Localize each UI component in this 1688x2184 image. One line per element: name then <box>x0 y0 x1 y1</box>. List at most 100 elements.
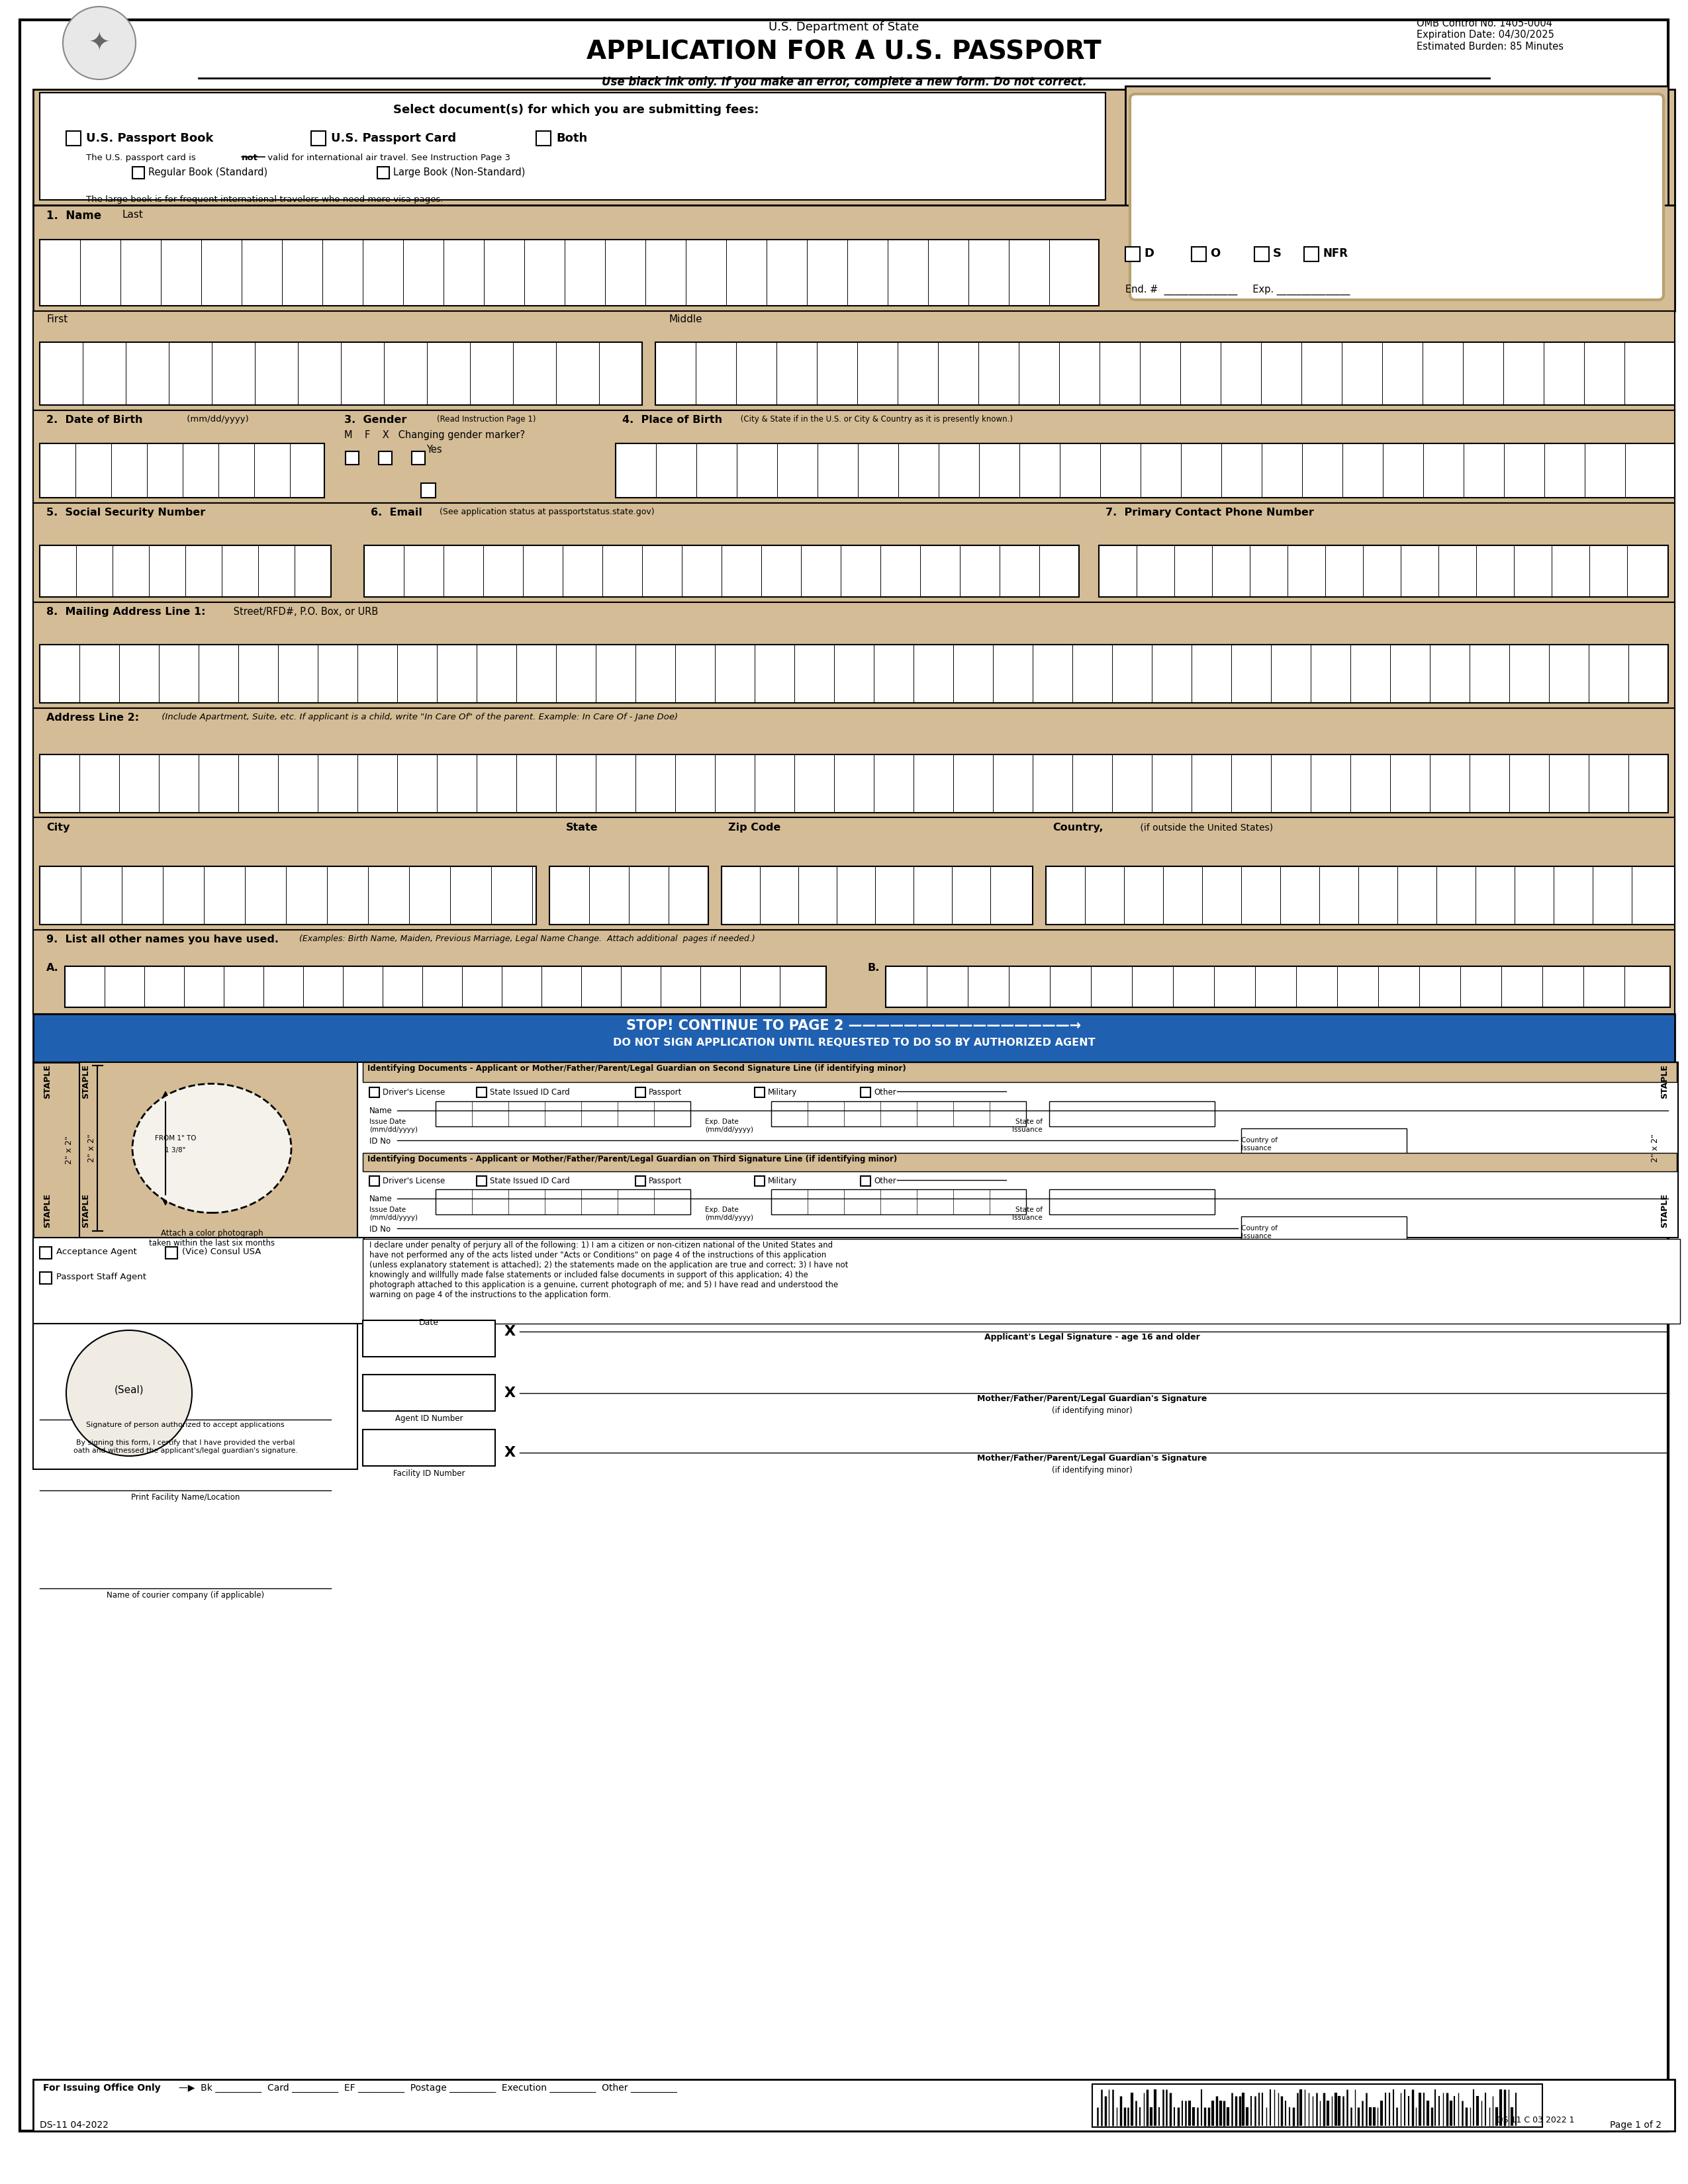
Bar <box>34 310 1674 411</box>
Bar <box>41 644 1668 703</box>
Bar <box>755 1175 765 1186</box>
Bar <box>34 930 1674 1013</box>
Text: M    F    X   Changing gender marker?: M F X Changing gender marker? <box>344 430 525 441</box>
Text: Other: Other <box>874 1177 896 1186</box>
Bar <box>363 1431 495 1465</box>
Text: (See application status at passportstatus.state.gov): (See application status at passportstatu… <box>437 507 655 515</box>
Text: 7.  Primary Contact Phone Number: 7. Primary Contact Phone Number <box>1106 507 1313 518</box>
Text: not: not <box>241 153 258 162</box>
Text: Identifying Documents - Applicant or Mother/Father/Parent/Legal Guardian on Thir: Identifying Documents - Applicant or Mot… <box>368 1155 896 1164</box>
Bar <box>1241 1216 1406 1241</box>
Bar <box>41 546 331 596</box>
Text: Country,: Country, <box>1053 823 1104 832</box>
Text: Military: Military <box>768 1088 797 1096</box>
Bar <box>886 965 1669 1007</box>
Text: 1.  Name: 1. Name <box>46 210 101 223</box>
Text: I declare under penalty of perjury all of the following: 1) I am a citizen or no: I declare under penalty of perjury all o… <box>370 1241 847 1299</box>
Text: City: City <box>46 823 69 832</box>
Text: FROM 1" TO: FROM 1" TO <box>155 1136 196 1142</box>
Text: 5.  Social Security Number: 5. Social Security Number <box>46 507 206 518</box>
Bar <box>41 867 537 924</box>
Bar <box>34 1324 358 1470</box>
Bar <box>1192 247 1207 262</box>
Bar <box>436 1190 690 1214</box>
Text: Name: Name <box>370 1107 392 1116</box>
Text: State Issued ID Card: State Issued ID Card <box>490 1088 571 1096</box>
Text: Exp. Date
(mm/dd/yyyy): Exp. Date (mm/dd/yyyy) <box>706 1206 753 1221</box>
Text: State Issued ID Card: State Issued ID Card <box>490 1177 571 1186</box>
Text: ID No: ID No <box>370 1225 390 1234</box>
Text: Passport Staff Agent: Passport Staff Agent <box>56 1273 147 1282</box>
Text: 2" x 2": 2" x 2" <box>66 1136 74 1164</box>
Text: (if outside the United States): (if outside the United States) <box>1138 823 1273 832</box>
Bar <box>1050 1190 1215 1214</box>
Bar <box>370 1088 380 1096</box>
Text: Mother/Father/Parent/Legal Guardian's Signature: Mother/Father/Parent/Legal Guardian's Si… <box>977 1393 1207 1402</box>
Bar <box>34 1238 365 1324</box>
Text: For Issuing Office Only: For Issuing Office Only <box>42 2084 160 2092</box>
Text: A.: A. <box>46 963 59 972</box>
Text: X: X <box>505 1387 517 1400</box>
Text: (Examples: Birth Name, Maiden, Previous Marriage, Legal Name Change.  Attach add: (Examples: Birth Name, Maiden, Previous … <box>297 935 755 943</box>
Bar <box>363 1153 1676 1171</box>
Text: State of
Issuance: State of Issuance <box>1013 1206 1043 1221</box>
Text: Agent ID Number: Agent ID Number <box>395 1415 463 1424</box>
Text: Facility ID Number: Facility ID Number <box>393 1470 464 1479</box>
Text: U.S. Passport Book: U.S. Passport Book <box>86 133 213 144</box>
Text: (if identifying minor): (if identifying minor) <box>1052 1465 1133 1474</box>
Text: 9.  List all other names you have used.: 9. List all other names you have used. <box>46 935 279 943</box>
Bar <box>1126 247 1139 262</box>
Text: Street/RFD#, P.O. Box, or URB: Street/RFD#, P.O. Box, or URB <box>230 607 378 616</box>
Text: Identifying Documents - Applicant or Mother/Father/Parent/Legal Guardian on Seco: Identifying Documents - Applicant or Mot… <box>368 1064 906 1072</box>
Text: Signature of person authorized to accept applications: Signature of person authorized to accept… <box>86 1422 285 1428</box>
Text: Name of courier company (if applicable): Name of courier company (if applicable) <box>106 1590 263 1599</box>
Bar <box>79 1061 358 1238</box>
Text: Military: Military <box>768 1177 797 1186</box>
Text: (City & State if in the U.S. or City & Country as it is presently known.): (City & State if in the U.S. or City & C… <box>738 415 1013 424</box>
Bar <box>370 1175 380 1186</box>
Bar <box>363 1061 1676 1081</box>
Text: valid for international air travel. See Instruction Page 3: valid for international air travel. See … <box>265 153 510 162</box>
Text: Issue Date
(mm/dd/yyyy): Issue Date (mm/dd/yyyy) <box>370 1206 417 1221</box>
Text: STAPLE: STAPLE <box>1661 1192 1669 1227</box>
Circle shape <box>66 1330 192 1457</box>
Text: OMB Control No. 1405-0004
Expiration Date: 04/30/2025
Estimated Burden: 85 Minut: OMB Control No. 1405-0004 Expiration Dat… <box>1416 17 1563 52</box>
Bar <box>41 443 324 498</box>
Text: Yes: Yes <box>427 446 442 454</box>
Bar <box>34 603 1674 708</box>
Text: 6.  Email: 6. Email <box>371 507 422 518</box>
Text: End. #  _______________     Exp. _______________: End. # _______________ Exp. ____________… <box>1126 284 1350 295</box>
Bar <box>537 131 550 146</box>
Bar <box>132 166 143 179</box>
Bar <box>34 90 1674 205</box>
Text: (Include Apartment, Suite, etc. If applicant is a child, write "In Care Of" of t: (Include Apartment, Suite, etc. If appli… <box>159 712 679 721</box>
Bar <box>34 708 1674 817</box>
Bar <box>41 1247 52 1258</box>
Text: DO NOT SIGN APPLICATION UNTIL REQUESTED TO DO SO BY AUTHORIZED AGENT: DO NOT SIGN APPLICATION UNTIL REQUESTED … <box>613 1037 1096 1048</box>
Bar <box>412 452 425 465</box>
Bar <box>1254 247 1269 262</box>
Text: STOP! CONTINUE TO PAGE 2 ————————————————→: STOP! CONTINUE TO PAGE 2 ———————————————… <box>626 1020 1082 1033</box>
Text: Country of
Issuance: Country of Issuance <box>1241 1225 1278 1238</box>
Text: Issue Date
(mm/dd/yyyy): Issue Date (mm/dd/yyyy) <box>370 1118 417 1133</box>
Bar <box>41 92 1106 201</box>
Bar <box>771 1101 1026 1127</box>
Bar <box>635 1088 645 1096</box>
Circle shape <box>62 7 135 79</box>
Text: The large book is for frequent international travelers who need more visa pages.: The large book is for frequent internati… <box>86 194 444 203</box>
Text: 3.  Gender: 3. Gender <box>344 415 407 426</box>
Text: Acceptance Agent: Acceptance Agent <box>56 1247 137 1256</box>
Bar <box>311 131 326 146</box>
Text: Country of
Issuance: Country of Issuance <box>1241 1138 1278 1151</box>
Bar <box>66 131 81 146</box>
Ellipse shape <box>132 1083 292 1212</box>
Bar <box>41 343 641 404</box>
Bar <box>861 1088 871 1096</box>
Text: Date: Date <box>419 1319 439 1328</box>
Bar <box>378 166 390 179</box>
Text: 2.  Date of Birth: 2. Date of Birth <box>46 415 143 426</box>
Bar <box>34 205 1674 310</box>
Text: Attach a color photograph
taken within the last six months: Attach a color photograph taken within t… <box>149 1230 275 1247</box>
Text: 8.  Mailing Address Line 1:: 8. Mailing Address Line 1: <box>46 607 206 616</box>
Text: STAPLE: STAPLE <box>81 1064 91 1099</box>
